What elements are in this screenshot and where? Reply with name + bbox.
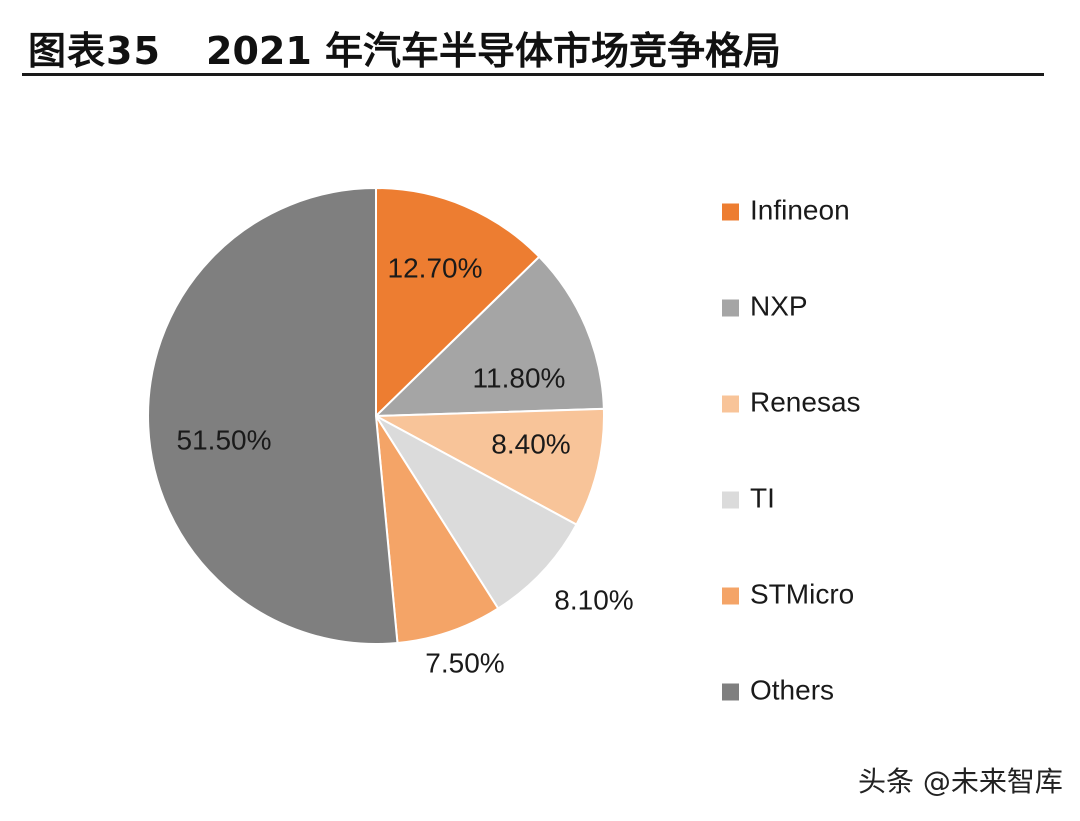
slice-label-stmicro: 7.50% (425, 647, 504, 678)
pie-slice-ti (373, 413, 578, 610)
watermark: 头条 @未来智库 (858, 760, 1063, 800)
legend-swatch-stmicro (722, 587, 739, 605)
figure-title: 2021 年汽车半导体市场竞争格局 (206, 29, 781, 73)
slice-label-renesas: 8.40% (491, 428, 570, 459)
pie-slice-infineon (375, 186, 541, 419)
legend-label-infineon: Infineon (750, 194, 850, 225)
pie-slice-nxp (373, 255, 605, 418)
legend-label-stmicro: STMicro (750, 578, 854, 609)
slice-label-ti: 8.10% (554, 584, 633, 615)
slice-label-others: 51.50% (177, 424, 272, 455)
legend-label-ti: TI (750, 482, 775, 513)
legend-label-nxp: NXP (750, 290, 808, 321)
legend-swatch-others (722, 683, 739, 701)
legend-swatch-nxp (722, 299, 739, 317)
pie-slice-others (147, 186, 399, 645)
figure-header: 图表35 2021 年汽车半导体市场竞争格局 (28, 20, 1044, 73)
legend-label-renesas: Renesas (750, 386, 861, 417)
title-divider (22, 73, 1044, 76)
pie-slice-renesas (372, 407, 605, 526)
legend-swatch-infineon (722, 203, 739, 221)
legend-swatch-ti (722, 491, 739, 509)
watermark-text: 头条 @未来智库 (858, 765, 1063, 798)
pie-slice-stmicro (375, 415, 500, 645)
slice-label-infineon: 12.70% (388, 252, 483, 283)
legend-label-others: Others (750, 674, 834, 705)
figure-number: 图表35 (28, 29, 161, 73)
slice-label-nxp: 11.80% (473, 362, 566, 393)
legend-swatch-renesas (722, 395, 739, 413)
